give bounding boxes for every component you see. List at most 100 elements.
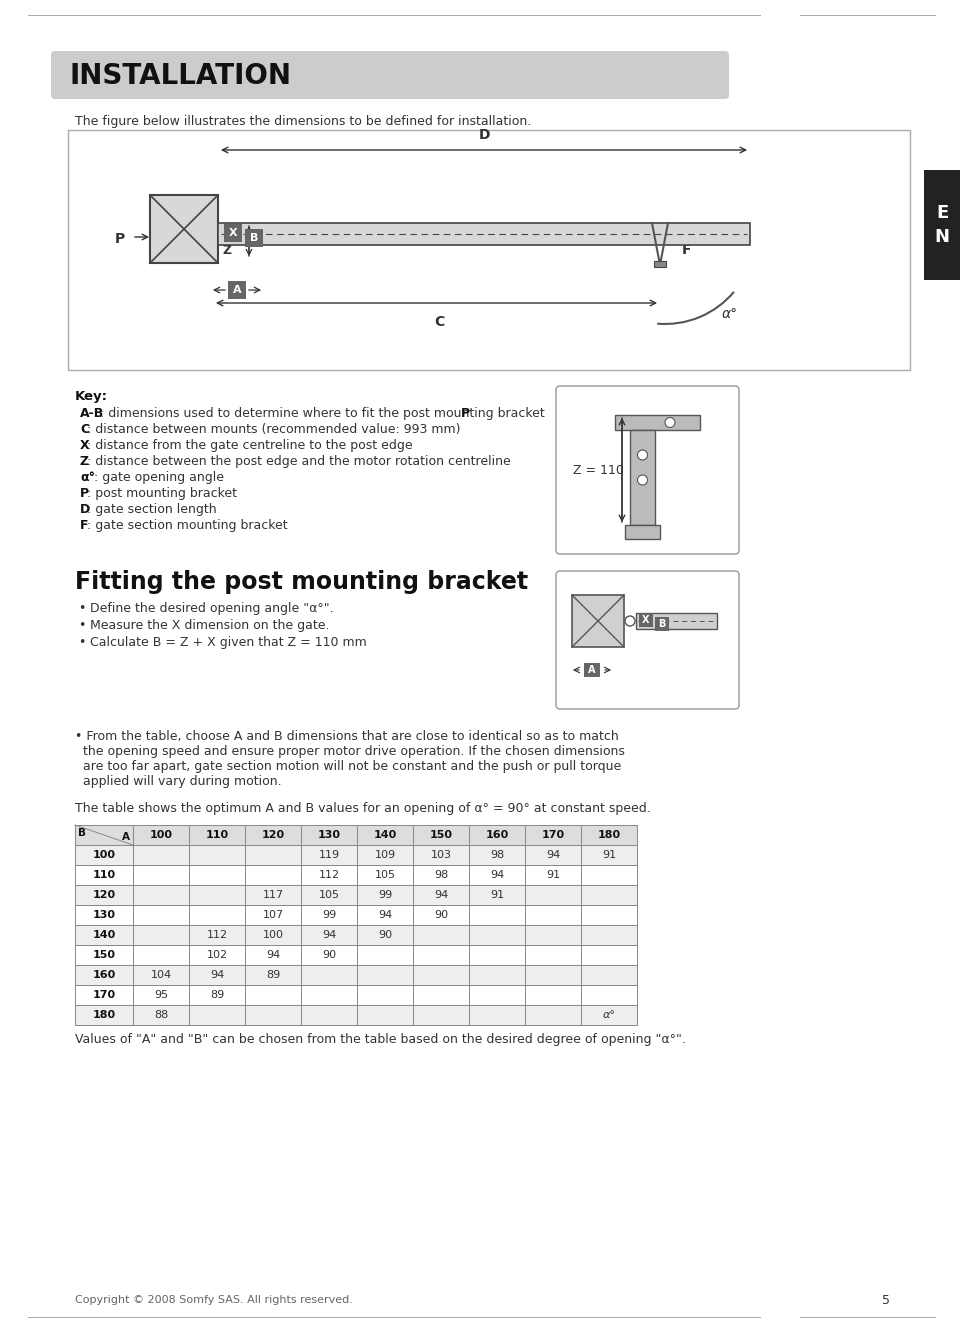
Text: E: E bbox=[936, 204, 948, 222]
Bar bbox=[245, 984, 301, 1006]
Text: B: B bbox=[78, 829, 86, 838]
Bar bbox=[525, 844, 581, 864]
Bar bbox=[245, 864, 301, 884]
Text: N: N bbox=[934, 228, 949, 246]
Bar bbox=[413, 825, 469, 844]
Bar bbox=[469, 904, 525, 924]
Text: are too far apart, gate section motion will not be constant and the push or pull: are too far apart, gate section motion w… bbox=[75, 761, 621, 773]
Bar bbox=[469, 944, 525, 964]
Bar bbox=[655, 617, 669, 631]
Bar bbox=[245, 944, 301, 964]
Bar bbox=[357, 864, 413, 884]
Bar bbox=[413, 1006, 469, 1026]
Bar bbox=[636, 613, 717, 629]
Bar bbox=[75, 825, 133, 844]
Text: •: • bbox=[78, 619, 85, 631]
Bar bbox=[133, 864, 189, 884]
Text: F: F bbox=[80, 519, 88, 531]
Bar bbox=[581, 884, 637, 904]
Bar bbox=[413, 884, 469, 904]
Text: Copyright © 2008 Somfy SAS. All rights reserved.: Copyright © 2008 Somfy SAS. All rights r… bbox=[75, 1295, 353, 1305]
Bar bbox=[133, 1006, 189, 1026]
Bar bbox=[469, 864, 525, 884]
Bar bbox=[301, 864, 357, 884]
Text: 94: 94 bbox=[490, 870, 504, 880]
Bar bbox=[189, 904, 245, 924]
Bar bbox=[75, 944, 133, 964]
Bar bbox=[301, 844, 357, 864]
Bar bbox=[150, 194, 218, 262]
Bar bbox=[469, 884, 525, 904]
Text: Calculate B = Z + X given that Z = 110 mm: Calculate B = Z + X given that Z = 110 m… bbox=[90, 635, 367, 649]
Bar bbox=[525, 904, 581, 924]
Bar bbox=[68, 131, 910, 370]
Text: B: B bbox=[659, 619, 665, 629]
Circle shape bbox=[665, 417, 675, 428]
Text: : post mounting bracket: : post mounting bracket bbox=[86, 488, 237, 500]
Bar bbox=[525, 825, 581, 844]
Text: P: P bbox=[80, 488, 89, 500]
Text: 103: 103 bbox=[430, 850, 451, 860]
Bar bbox=[301, 884, 357, 904]
Text: Define the desired opening angle "α°".: Define the desired opening angle "α°". bbox=[90, 602, 334, 615]
Text: •: • bbox=[78, 635, 85, 649]
Bar bbox=[75, 1006, 133, 1026]
Bar bbox=[654, 261, 666, 266]
Text: 94: 94 bbox=[378, 910, 392, 920]
Bar bbox=[413, 984, 469, 1006]
Text: 91: 91 bbox=[602, 850, 616, 860]
Text: C: C bbox=[434, 314, 444, 329]
Text: α°: α° bbox=[603, 1010, 615, 1020]
Bar bbox=[581, 984, 637, 1006]
Text: Measure the X dimension on the gate.: Measure the X dimension on the gate. bbox=[90, 619, 329, 631]
Text: X: X bbox=[80, 440, 89, 452]
Bar bbox=[581, 944, 637, 964]
Text: 100: 100 bbox=[92, 850, 115, 860]
Bar bbox=[581, 964, 637, 984]
Text: 180: 180 bbox=[92, 1010, 115, 1020]
Text: 107: 107 bbox=[262, 910, 283, 920]
Circle shape bbox=[625, 615, 635, 626]
Bar bbox=[301, 964, 357, 984]
Bar bbox=[469, 1006, 525, 1026]
Text: 99: 99 bbox=[322, 910, 336, 920]
Text: 160: 160 bbox=[486, 830, 509, 840]
Bar bbox=[413, 864, 469, 884]
Text: 94: 94 bbox=[434, 890, 448, 900]
Bar bbox=[572, 595, 624, 647]
Bar bbox=[581, 864, 637, 884]
Text: Z: Z bbox=[80, 456, 89, 468]
Text: P: P bbox=[115, 232, 125, 246]
Bar bbox=[413, 924, 469, 944]
Text: 110: 110 bbox=[92, 870, 115, 880]
Bar bbox=[228, 281, 246, 298]
Text: A: A bbox=[588, 665, 596, 675]
Bar bbox=[245, 884, 301, 904]
Text: 94: 94 bbox=[266, 950, 280, 960]
FancyBboxPatch shape bbox=[556, 386, 739, 554]
Bar bbox=[525, 964, 581, 984]
Text: : gate opening angle: : gate opening angle bbox=[93, 472, 224, 484]
Bar bbox=[301, 1006, 357, 1026]
Text: 117: 117 bbox=[262, 890, 283, 900]
Bar bbox=[133, 844, 189, 864]
Bar bbox=[525, 1006, 581, 1026]
Text: : distance between the post edge and the motor rotation centreline: : distance between the post edge and the… bbox=[86, 456, 511, 468]
Bar bbox=[413, 844, 469, 864]
Bar bbox=[625, 525, 660, 539]
Bar bbox=[245, 844, 301, 864]
Text: 130: 130 bbox=[92, 910, 115, 920]
Text: 140: 140 bbox=[92, 930, 115, 940]
Bar bbox=[581, 1006, 637, 1026]
Text: 89: 89 bbox=[266, 970, 280, 980]
Text: α°: α° bbox=[722, 306, 738, 321]
Text: 112: 112 bbox=[319, 870, 340, 880]
Text: 104: 104 bbox=[151, 970, 172, 980]
Bar bbox=[357, 1006, 413, 1026]
Text: D: D bbox=[478, 128, 490, 143]
Bar bbox=[75, 864, 133, 884]
Bar bbox=[301, 944, 357, 964]
Text: 90: 90 bbox=[322, 950, 336, 960]
Bar bbox=[630, 430, 655, 525]
Circle shape bbox=[637, 476, 647, 485]
